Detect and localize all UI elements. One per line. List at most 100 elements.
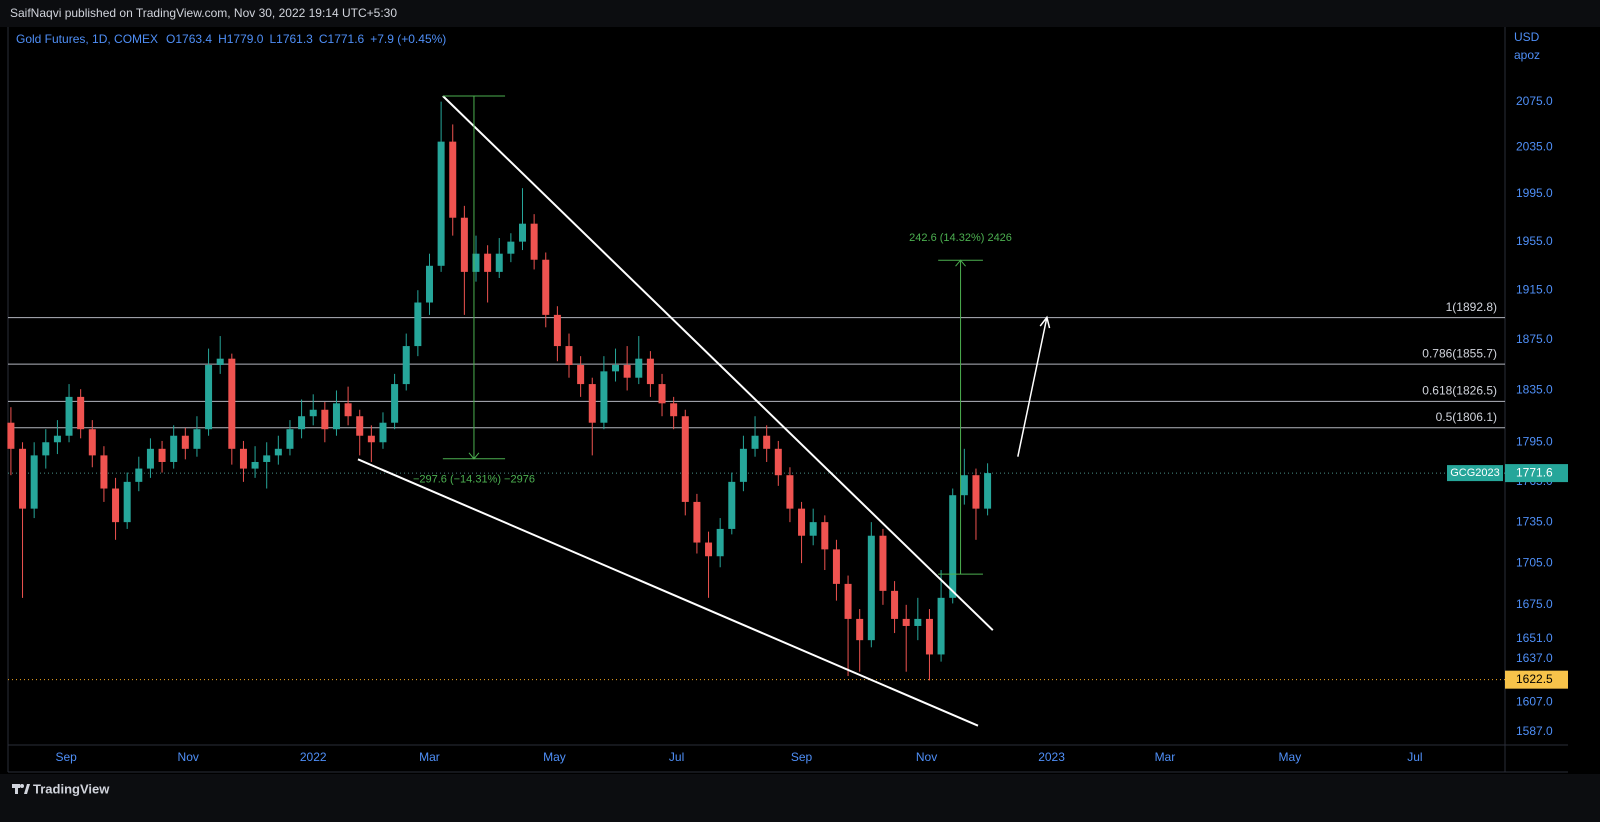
- candle-body: [158, 448, 166, 462]
- x-tick-label: Mar: [1155, 750, 1176, 764]
- x-tick-label: Jul: [1407, 750, 1422, 764]
- candle-body: [449, 141, 457, 218]
- candle-body: [553, 314, 561, 347]
- x-tick-label: 2023: [1038, 750, 1065, 764]
- candle-body: [123, 481, 131, 523]
- candle-body: [507, 241, 515, 254]
- fib-label: 1(1892.8): [1446, 300, 1497, 314]
- candle-body: [42, 442, 50, 456]
- candle-body: [879, 535, 887, 591]
- candle-body: [832, 549, 840, 584]
- candle-body: [937, 597, 945, 655]
- candle-body: [263, 455, 271, 462]
- x-tick-label: Sep: [55, 750, 77, 764]
- symbol-tag: GCG2023: [1450, 467, 1500, 479]
- candle-body: [972, 475, 980, 509]
- x-tick-label: Nov: [916, 750, 937, 764]
- level-tag: 1622.5: [1516, 672, 1553, 686]
- arrow-line: [1017, 317, 1048, 457]
- symbol-tag-bg: [1447, 465, 1503, 482]
- candle-body: [600, 371, 608, 423]
- candle-body: [670, 403, 678, 417]
- candle-body: [774, 448, 782, 476]
- fib-label: 0.618(1826.5): [1422, 384, 1497, 398]
- level-tag-bg: [1505, 670, 1568, 689]
- candle-body: [612, 365, 620, 372]
- candle-body: [519, 223, 527, 242]
- y-tick-label: 1835.0: [1516, 383, 1553, 397]
- candle-body: [379, 422, 387, 443]
- unit-note: apoz: [1514, 48, 1540, 62]
- y-tick-label: 1705.0: [1516, 555, 1553, 569]
- candle-body: [65, 396, 73, 436]
- candle-body: [565, 346, 573, 366]
- candle-body: [135, 468, 143, 482]
- candle-body: [914, 618, 922, 626]
- candle-body: [693, 501, 701, 543]
- candle-body: [949, 495, 957, 598]
- x-tick-label: Nov: [178, 750, 199, 764]
- legend-value: C1771.6: [319, 32, 365, 46]
- candle-body: [77, 396, 85, 430]
- legend-value: +7.9 (+0.45%): [370, 32, 446, 46]
- candle-body: [170, 435, 178, 462]
- brand: TradingView: [33, 781, 110, 796]
- brand-logo: [12, 784, 30, 794]
- candle-body: [716, 528, 724, 557]
- candle-body: [821, 522, 829, 550]
- candle-body: [472, 253, 480, 272]
- candle-body: [681, 416, 689, 502]
- candle-body: [763, 435, 771, 449]
- candle-body: [239, 448, 247, 469]
- candle-body: [146, 448, 154, 469]
- trendline: [357, 458, 979, 727]
- candle-body: [798, 508, 806, 536]
- price-tag-bg: [1505, 464, 1568, 483]
- candle-body: [216, 358, 224, 366]
- y-tick-label: 1955.0: [1516, 234, 1553, 248]
- x-tick-label: 2022: [300, 750, 327, 764]
- candle-body: [298, 416, 306, 430]
- candle-body: [274, 448, 282, 456]
- candle-body: [809, 522, 817, 536]
- candle-body: [495, 253, 503, 272]
- candle-body: [53, 435, 61, 443]
- y-tick-label: 1651.0: [1516, 631, 1553, 645]
- y-tick-label: 1587.0: [1516, 724, 1553, 738]
- header-bar: [0, 0, 1600, 27]
- candle-body: [856, 618, 864, 641]
- candle-body: [542, 259, 550, 315]
- candle-body: [193, 429, 201, 449]
- candle-body: [112, 488, 120, 523]
- y-tick-label: 2035.0: [1516, 140, 1553, 154]
- candle-body: [728, 481, 736, 529]
- candle-body: [425, 265, 433, 303]
- legend-value: H1779.0: [218, 32, 264, 46]
- candle-body: [960, 475, 968, 496]
- legend-value: O1763.4: [166, 32, 212, 46]
- candle-body: [844, 583, 852, 619]
- candle-body: [739, 448, 747, 482]
- candle-body: [902, 618, 910, 626]
- publish-info: SaifNaqvi published on TradingView.com, …: [10, 6, 397, 20]
- candle-body: [646, 358, 654, 385]
- fib-label: 0.5(1806.1): [1436, 410, 1497, 424]
- candle-body: [460, 217, 468, 272]
- y-tick-label: 1915.0: [1516, 282, 1553, 296]
- fib-label: 0.786(1855.7): [1422, 346, 1497, 360]
- candle-body: [7, 422, 15, 449]
- candle-body: [367, 435, 375, 443]
- candle-body: [437, 141, 445, 266]
- candle-body: [251, 461, 259, 469]
- candle-body: [88, 429, 96, 456]
- candle-body: [30, 455, 38, 509]
- x-tick-label: Mar: [419, 750, 440, 764]
- x-tick-label: Sep: [791, 750, 813, 764]
- measure-label: 242.6 (14.32%) 2426: [909, 232, 1012, 244]
- y-tick-label: 1735.0: [1516, 514, 1553, 528]
- candle-body: [332, 403, 340, 430]
- candle-body: [705, 542, 713, 557]
- currency: USD: [1514, 30, 1540, 44]
